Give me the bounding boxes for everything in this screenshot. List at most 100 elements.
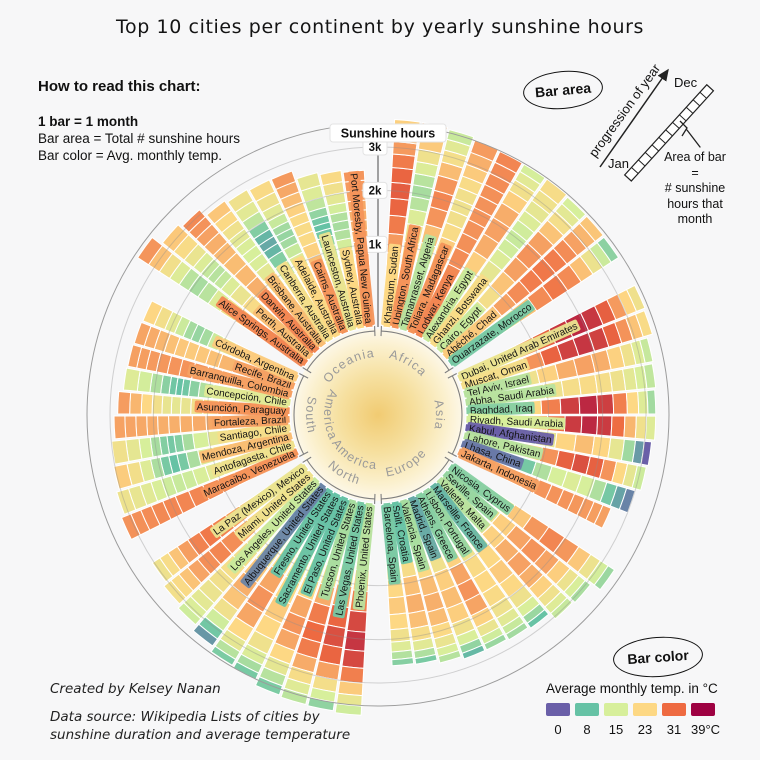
city-label-chip: [381, 504, 401, 585]
month-ladder-divider: [699, 91, 707, 99]
month-ladder-divider: [692, 99, 701, 107]
page-title: Top 10 cities per continent by yearly su…: [116, 16, 644, 38]
month-segment: [437, 649, 462, 664]
city-label-chip: [270, 488, 334, 578]
month-segment: [554, 432, 577, 453]
month-segment: [191, 415, 208, 433]
author-credit: Created by Kelsey Nanan: [50, 681, 221, 697]
month-segment: [343, 629, 367, 652]
month-segment: [387, 214, 408, 236]
axis-title: Sunshine hours: [341, 127, 436, 141]
city-label-chip: [448, 463, 514, 515]
city-label-chip: [461, 439, 525, 470]
continent-arc-tick: [299, 373, 309, 379]
month-ladder-divider: [672, 121, 680, 129]
city-label-chip: [187, 363, 292, 400]
month-segment: [580, 415, 599, 436]
month-segment: [168, 415, 182, 435]
city-label-chip: [422, 267, 476, 342]
city-label-chip: [215, 296, 308, 367]
month-segment: [390, 167, 414, 185]
continent-arc: [381, 330, 450, 371]
data-source-line: sunshine duration and average temperatur…: [50, 727, 351, 743]
month-ladder: [623, 83, 715, 182]
month-segment: [270, 170, 297, 191]
month-segment: [319, 169, 344, 187]
month-ladder-divider: [631, 167, 639, 174]
city-label-chip: [199, 430, 292, 464]
ladder-bracket: [679, 120, 688, 137]
axis-tick-label: 2k: [369, 185, 382, 197]
note-line: Area of bar: [664, 150, 726, 164]
month-segment: [163, 579, 187, 605]
city-label-chip: [442, 307, 500, 360]
month-segment: [494, 150, 523, 174]
city-label-chip: [234, 470, 314, 542]
legend-swatch-label: 8: [583, 722, 591, 737]
city-label-chip: [458, 447, 540, 493]
month-segment: [296, 171, 322, 192]
legend-swatch-label: 39°C: [691, 722, 721, 737]
city-label-chip: [203, 384, 290, 408]
temperature-legend: Average monthly temp. in °C 0 8 15 23 31 39°C: [546, 681, 721, 737]
month-segment: [341, 648, 366, 669]
month-ladder-divider: [658, 137, 666, 144]
city-label-chip: [381, 243, 401, 326]
city-label-chip: [414, 270, 457, 338]
month-segment: [135, 415, 149, 438]
city-label-chip: [389, 502, 413, 565]
month-ladder-divider: [665, 129, 673, 137]
month-segment: [639, 337, 654, 364]
month-segment: [146, 415, 160, 437]
month-segment: [122, 367, 141, 392]
month-segment: [646, 389, 657, 415]
center-circle: [292, 329, 464, 501]
legend-swatch-label: 15: [608, 722, 624, 737]
month-segment: [593, 504, 612, 529]
city-label-chip: [347, 170, 375, 326]
city-label-chip: [466, 383, 557, 408]
legend-swatch: [575, 703, 599, 716]
bar-area-explainer: [599, 68, 715, 182]
progression-arrow: [599, 68, 669, 168]
month-segment: [142, 300, 164, 326]
legend-stop: 8: [575, 703, 599, 737]
city-label-chip: [227, 476, 320, 574]
month-segment: [631, 464, 647, 491]
city-label-chip: [429, 274, 491, 348]
month-segment: [560, 376, 582, 398]
legend-stop: 0: [546, 703, 570, 737]
month-segment: [618, 487, 636, 514]
month-ladder-divider: [685, 106, 694, 114]
city-label-group: Fortaleza, Brazil: [211, 413, 289, 429]
axis-title-chip: [329, 123, 447, 143]
month-segment: [612, 391, 628, 415]
city-label-chip: [318, 231, 358, 330]
legend-swatch-label: 23: [637, 722, 653, 737]
how-to-read-line1: 1 bar = 1 month: [38, 114, 139, 129]
month-segment: [577, 373, 599, 396]
city-label-chip: [211, 413, 289, 429]
axis-tick-chip: [362, 181, 388, 199]
city-label-chip: [318, 500, 358, 601]
month-segment: [334, 703, 363, 716]
how-to-read-heading: How to read this chart:: [38, 78, 201, 95]
month-segment: [596, 236, 620, 263]
city-label-chip: [200, 447, 298, 500]
month-segment: [640, 440, 653, 467]
month-segment: [519, 163, 546, 186]
month-segment: [643, 363, 657, 390]
month-segment: [137, 236, 164, 266]
legend-stop: 15: [604, 703, 628, 737]
city-label-chip: [436, 303, 485, 354]
month-segment: [569, 579, 592, 604]
continent-arc-tick: [302, 456, 312, 463]
continent-arc: [451, 375, 463, 455]
month-segment: [157, 415, 170, 436]
month-ladder-divider: [679, 114, 687, 122]
continent-arc-tick: [299, 451, 309, 457]
how-to-read-block: How to read this chart: 1 bar = 1 month …: [38, 78, 240, 164]
city-label-chip: [406, 496, 442, 562]
city-label: Baghdad, Iraq: [470, 403, 533, 417]
